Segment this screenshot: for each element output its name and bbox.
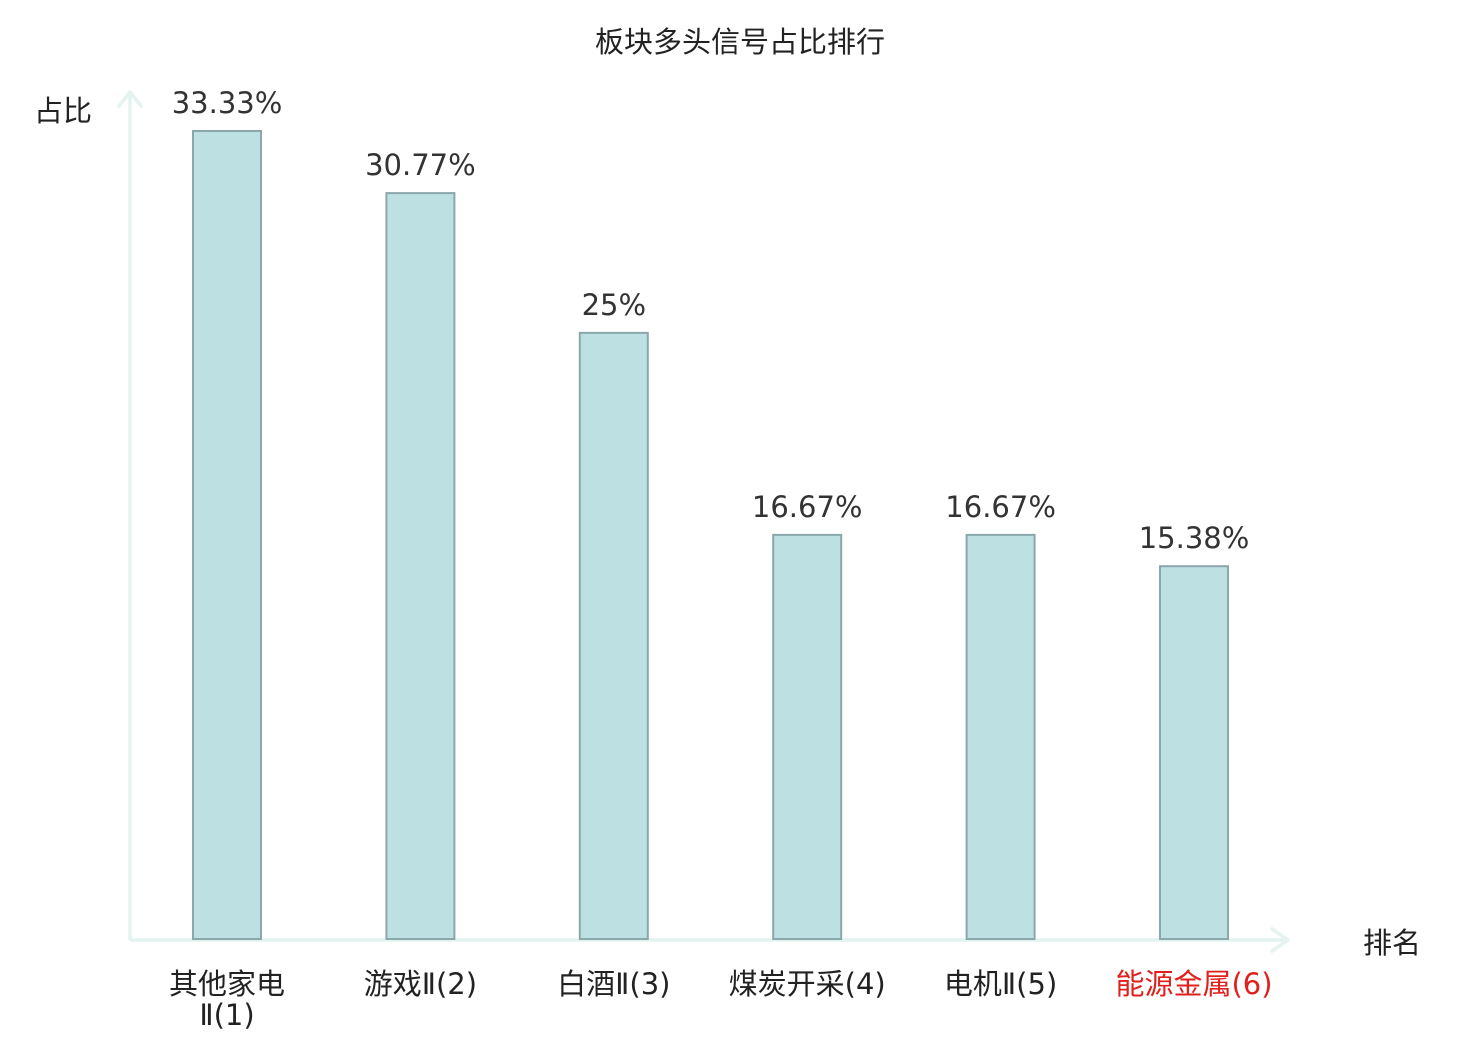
bar: [772, 533, 843, 941]
bar: [385, 192, 456, 941]
x-tick-label: 游戏Ⅱ(2): [364, 967, 477, 1001]
x-tick-label: 能源金属(6): [1115, 967, 1272, 1001]
value-labels-group: 33.33% 30.77% 25% 16.67% 16.67% 15.38%: [172, 86, 1250, 555]
bar-value-label: 33.33%: [172, 86, 283, 120]
bar: [1159, 565, 1229, 940]
bar-value-label: 16.67%: [945, 490, 1056, 524]
bar-value-label: 25%: [582, 288, 646, 322]
bar-value-label: 15.38%: [1139, 521, 1250, 555]
bar-value-label: 16.67%: [752, 490, 863, 524]
y-axis-arrow-icon: [117, 90, 143, 108]
y-axis-label: 占比: [34, 94, 92, 128]
x-tick-label: 电机Ⅱ(5): [944, 967, 1057, 1001]
x-tick-label: 煤炭开采(4): [729, 967, 886, 1001]
x-tick-label: Ⅱ(1): [199, 998, 254, 1032]
bar: [192, 130, 262, 940]
bar-value-label: 30.77%: [365, 148, 476, 182]
x-tick-label: 白酒Ⅱ(3): [557, 967, 670, 1001]
bar: [965, 533, 1036, 941]
chart-title: 板块多头信号占比排行: [595, 25, 885, 59]
x-axis-label: 排名: [1363, 926, 1421, 960]
axes: [117, 90, 1290, 953]
x-tick-label: 其他家电: [169, 967, 285, 1001]
bars-group: [192, 130, 1229, 941]
x-axis-arrow-icon: [1270, 927, 1290, 953]
bar: [578, 331, 649, 940]
